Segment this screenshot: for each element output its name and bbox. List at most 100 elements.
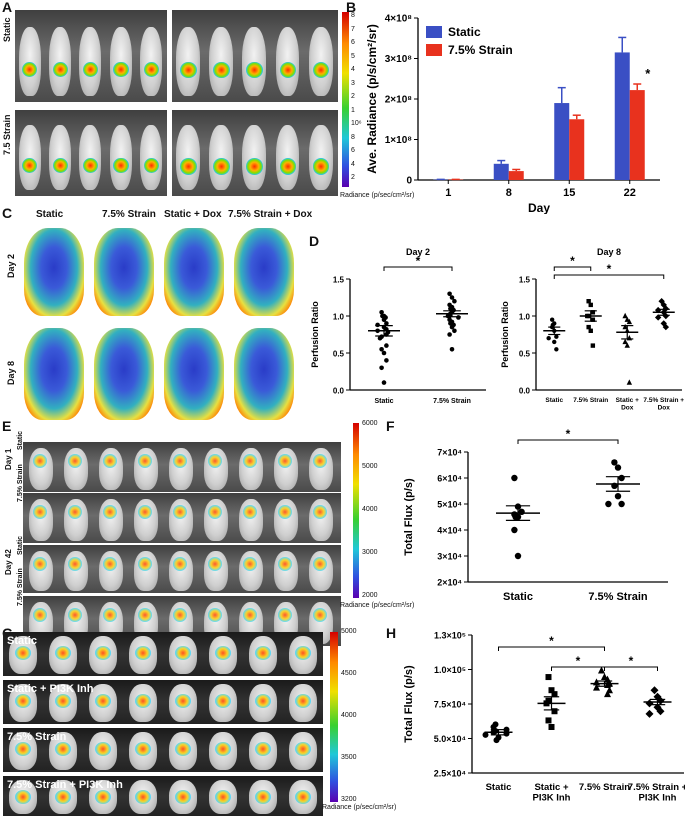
mouse-silhouette (242, 26, 267, 96)
bli-signal-spot (215, 742, 231, 756)
y-tick-label: 0.5 (333, 350, 345, 359)
y-tick-label: 2×10⁸ (385, 95, 413, 106)
panel-c-col-label-static: Static (36, 209, 64, 220)
bli-signal-spot (255, 742, 271, 756)
bli-signal-spot (68, 505, 82, 519)
perfusion-image (20, 222, 88, 317)
bli-signal-spot (113, 158, 129, 174)
data-point (624, 342, 630, 348)
perfusion-body (234, 228, 294, 316)
perfusion-body (24, 328, 84, 420)
data-point (611, 459, 618, 466)
x-tick-label: Static (486, 782, 512, 793)
bli-signal-spot (173, 505, 187, 519)
bar-chart-b: 0 1×10⁸ 2×10⁸ 3×10⁸ 4×10⁸ Ave. Radiance (p/s/… (365, 14, 660, 214)
x-tick-label: 22 (624, 187, 636, 199)
bli-signal-spot (255, 694, 271, 708)
bli-signal-spot (138, 454, 152, 468)
significance-star: * (629, 654, 634, 668)
bli-signal-spot (278, 557, 292, 571)
bli-signal-spot (103, 608, 117, 622)
x-tick-label: 7.5% Strain (588, 591, 648, 603)
chart-title: Day 2 (406, 247, 430, 257)
data-point (590, 310, 596, 315)
y-tick-label: 0.0 (333, 387, 345, 396)
x-tick-label: PI3K Inh (638, 793, 676, 804)
data-point (656, 696, 665, 705)
y-tick-label: 5×10⁴ (437, 500, 462, 510)
bli-signal-spot (295, 646, 311, 660)
panel-letter-b: B (346, 0, 357, 15)
bli-signal-spot (138, 505, 152, 519)
data-point (605, 500, 612, 508)
radiance-colorbar-g (330, 632, 338, 802)
bli-signal-spot (15, 694, 31, 708)
panel-c-col-label-strain: 7.5% Strain (102, 209, 156, 220)
perfusion-body (24, 228, 84, 316)
significance-bracket (517, 439, 619, 444)
bli-signal-spot (255, 790, 271, 804)
mouse-silhouette (140, 26, 163, 96)
colorbar-tick: 2 (351, 93, 355, 100)
bli-signal-spot (243, 454, 257, 468)
y-tick-label: 4×10⁴ (437, 526, 462, 536)
bli-signal-spot (135, 742, 151, 756)
colorbar-tick: 5 (351, 52, 355, 60)
colorbar-tick: 7 (351, 25, 355, 33)
bli-signal-spot (33, 505, 47, 519)
panel-g-row-label: Static + PI3K Inh (7, 683, 94, 695)
significance-bracket (553, 266, 592, 271)
data-point (447, 332, 452, 337)
y-tick-label: 4×10⁸ (385, 14, 413, 25)
colorbar-tick: 3500 (341, 754, 357, 761)
bli-signal-spot (208, 454, 222, 468)
data-point (618, 474, 625, 482)
data-point (590, 317, 596, 322)
bli-signal-spot (208, 557, 222, 571)
data-point (447, 291, 452, 297)
data-point (379, 310, 384, 315)
bli-signal-spot (213, 61, 230, 79)
legend-label: 7.5% Strain (448, 43, 513, 57)
panel-letter-c: C (2, 205, 13, 221)
colorbar-tick: 4 (351, 66, 355, 73)
bli-signal-spot (179, 158, 197, 175)
perfusion-image (20, 322, 88, 422)
bli-signal-spot (295, 694, 311, 708)
panel-letter-e: E (2, 418, 12, 434)
bli-signal-spot (95, 694, 111, 708)
perfusion-image (160, 322, 228, 422)
significance-star: * (576, 654, 581, 668)
significance-bracket (498, 646, 605, 651)
significance-star: * (607, 262, 612, 276)
x-tick-label: Static (503, 591, 533, 603)
data-point (586, 299, 591, 304)
y-tick-label: 1.0 (333, 313, 345, 322)
data-point (645, 699, 654, 708)
data-point (381, 317, 387, 322)
perfusion-image (160, 222, 228, 317)
bli-signal-spot (55, 694, 71, 708)
scatter-chart-d-day2: 0.0 0.5 1.0 1.5 Perfusion Ratio Day 2 Static 7.… (310, 247, 486, 405)
y-axis-label: Total Flux (p/s) (403, 665, 415, 743)
y-tick-label: 0.5 (519, 350, 531, 359)
data-point (650, 686, 659, 695)
data-point (614, 464, 622, 471)
bli-signal-spot (83, 61, 99, 77)
y-tick-label: 3×10⁸ (385, 54, 413, 65)
data-point (554, 347, 559, 352)
data-point (545, 717, 552, 724)
bli-signal-spot (52, 158, 68, 174)
data-point (593, 683, 600, 691)
y-axis-label: Ave. Radiance (p/s/cm²/sr) (365, 24, 379, 174)
colorbar-tick: 10⁶ (351, 120, 362, 127)
colorbar-tick: 2 (351, 174, 355, 181)
x-tick-label: 8 (506, 187, 512, 199)
panel-g-row-label: 7.5% Strain + PI3K Inh (7, 779, 123, 791)
bli-signal-spot (243, 505, 257, 519)
data-point (622, 338, 628, 345)
bli-signal-spot (313, 608, 327, 622)
scatter-chart-h: 2.5×10⁴ 5.0×10⁴ 7.5×10⁴ 1.0×10⁵ 1.3×10⁵ Total… (403, 631, 685, 804)
bli-signal-spot (208, 505, 222, 519)
data-point (626, 318, 633, 325)
